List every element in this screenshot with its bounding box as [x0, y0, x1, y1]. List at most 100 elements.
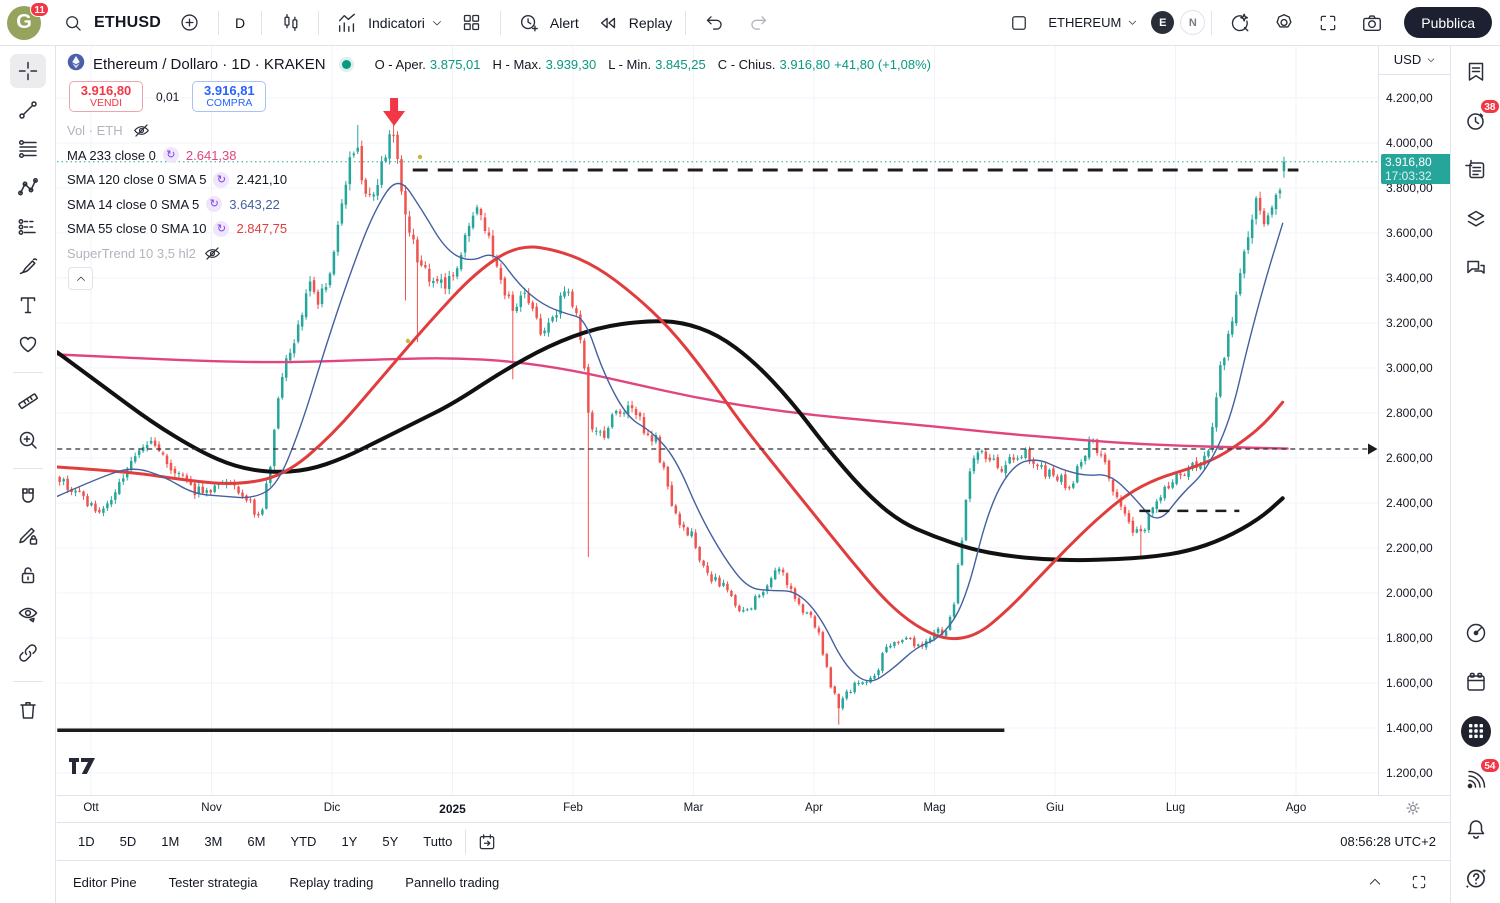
- range-button-ytd[interactable]: YTD: [290, 834, 317, 849]
- price-chart[interactable]: [57, 45, 1378, 795]
- go-to-date-button[interactable]: [472, 827, 502, 857]
- pattern-tool[interactable]: [10, 171, 46, 205]
- brush-tool[interactable]: [10, 249, 46, 283]
- market-status-dot[interactable]: [341, 59, 351, 69]
- drawings[interactable]: [57, 98, 1378, 732]
- tab-editor-pine[interactable]: Editor Pine: [73, 874, 137, 890]
- session-clock[interactable]: 08:56:28 UTC+2: [1340, 834, 1436, 849]
- price-axis[interactable]: USD 4.200,00 4.000,00 3.800,00 3.600,00 3.40…: [1378, 45, 1453, 795]
- chart-legend-title-row[interactable]: Ethereum / Dollaro · 1D · KRAKEN O - Ape…: [67, 53, 931, 75]
- indicator-name: SMA 14 close 0 SMA 5: [67, 196, 200, 212]
- emoji-heart-tool[interactable]: [10, 327, 46, 361]
- hide-drawings-tool[interactable]: [10, 597, 46, 631]
- quick-search-button[interactable]: [1218, 6, 1262, 40]
- indicators-button[interactable]: Indicatori: [325, 6, 450, 40]
- ma-line-sma-120[interactable]: [57, 319, 1285, 563]
- panel-maximize-icon[interactable]: [1404, 867, 1434, 897]
- tab-replay-trading[interactable]: Replay trading: [289, 874, 374, 890]
- alert-button[interactable]: Alert: [507, 6, 586, 40]
- lock-all-drawings-tool[interactable]: [10, 558, 46, 592]
- measure-tool[interactable]: [10, 384, 46, 418]
- range-button-1m[interactable]: 1M: [161, 834, 180, 849]
- candlestick-series[interactable]: [58, 122, 1286, 725]
- remove-drawings-tool[interactable]: [10, 693, 46, 727]
- watchlist-icon[interactable]: [1461, 57, 1491, 87]
- indicator-refresh-icon[interactable]: ↻: [213, 220, 230, 237]
- layout-name-menu[interactable]: ETHEREUM: [1041, 6, 1145, 40]
- range-button-5y[interactable]: 5Y: [382, 834, 399, 849]
- drawing-mode-lock-tool[interactable]: [10, 519, 46, 553]
- streams-count-badge: 54: [1480, 758, 1500, 773]
- fib-retracement-tool[interactable]: [10, 132, 46, 166]
- trend-line-tool[interactable]: [10, 93, 46, 127]
- down-arrow-marker[interactable]: [383, 98, 406, 126]
- zoom-in-tool[interactable]: [10, 423, 46, 457]
- indicator-row[interactable]: SuperTrend 10 3,5 hl2: [67, 245, 222, 262]
- redo-button[interactable]: [736, 6, 780, 40]
- range-button-3m[interactable]: 3M: [204, 834, 223, 849]
- chart-style-button[interactable]: [268, 6, 312, 40]
- range-button-1y[interactable]: 1Y: [341, 834, 358, 849]
- save-layout-checkbox[interactable]: [997, 6, 1041, 40]
- avatar-n[interactable]: N: [1180, 10, 1206, 35]
- calendar-icon[interactable]: [1461, 667, 1491, 697]
- symbol-search-button[interactable]: ETHUSD: [51, 6, 168, 40]
- chart-pane[interactable]: Ethereum / Dollaro · 1D · KRAKEN O - Ape…: [57, 45, 1378, 795]
- indicator-row[interactable]: SMA 55 close 0 SMA 10 ↻ 2.847,75: [67, 220, 287, 237]
- eye-off-icon[interactable]: [132, 121, 151, 140]
- avatar-e[interactable]: E: [1151, 11, 1175, 34]
- crosshair-tool[interactable]: [9, 54, 46, 88]
- legend-collapse-button[interactable]: [68, 267, 93, 290]
- tab-pannello-trading[interactable]: Pannello trading: [405, 874, 500, 890]
- link-tool[interactable]: [10, 636, 46, 670]
- indicator-refresh-icon[interactable]: ↻: [162, 147, 179, 163]
- apps-menu-icon[interactable]: [1460, 715, 1491, 747]
- snapshot-button[interactable]: [1350, 6, 1394, 40]
- fullscreen-button[interactable]: [1306, 6, 1350, 40]
- text-tool[interactable]: [10, 288, 46, 322]
- alerts-panel-icon[interactable]: 38: [1461, 99, 1500, 136]
- notifications-bell-icon[interactable]: [1461, 814, 1491, 844]
- notes-icon[interactable]: [1461, 155, 1491, 185]
- forecast-tool[interactable]: [10, 210, 46, 244]
- volume-legend-row[interactable]: Vol · ETH: [67, 121, 151, 140]
- replay-button[interactable]: Replay: [586, 6, 680, 40]
- range-button-1d[interactable]: 1D: [78, 834, 95, 849]
- indicator-refresh-icon[interactable]: ↻: [206, 196, 223, 212]
- sell-button[interactable]: 3.916,80 VENDI: [69, 81, 143, 112]
- tab-tester-strategia[interactable]: Tester strategia: [168, 874, 258, 890]
- range-button-5d[interactable]: 5D: [119, 834, 137, 849]
- indicator-refresh-icon[interactable]: ↻: [213, 171, 230, 188]
- drawing-anchor-dot[interactable]: [417, 154, 423, 160]
- time-axis[interactable]: Ott Nov Dic 2025 Feb Mar Apr Mag Giu Lug Ago: [57, 795, 1450, 823]
- user-avatar[interactable]: G 11: [7, 1, 49, 40]
- chat-icon[interactable]: [1461, 253, 1491, 283]
- trading-panel-icon[interactable]: [1461, 618, 1491, 648]
- indicators-icon: [332, 8, 362, 38]
- buy-button[interactable]: 3.916,81 COMPRA: [192, 81, 267, 112]
- streams-icon[interactable]: 54: [1461, 758, 1500, 795]
- ma-line-sma-55[interactable]: [57, 245, 1285, 641]
- range-button-tutto[interactable]: Tutto: [423, 834, 453, 849]
- indicator-row[interactable]: SMA 14 close 0 SMA 5 ↻ 3.643,22: [67, 196, 280, 213]
- indicator-row[interactable]: SMA 120 close 0 SMA 5 ↻ 2.421,10: [67, 171, 287, 188]
- timeframe-button[interactable]: D: [234, 14, 246, 31]
- undo-button[interactable]: [692, 6, 736, 40]
- compare-add-button[interactable]: [168, 6, 212, 40]
- panel-expand-chevron-icon[interactable]: [1360, 867, 1390, 897]
- tradingview-watermark[interactable]: [68, 756, 106, 787]
- indicator-row[interactable]: MA 233 close 0 ↻ 2.641,38: [67, 147, 237, 164]
- magnet-tool[interactable]: [10, 480, 46, 514]
- currency-selector[interactable]: USD: [1379, 45, 1451, 75]
- layout-grid-button[interactable]: [450, 6, 494, 40]
- publish-button[interactable]: Pubblica: [1404, 7, 1492, 38]
- ma-line-sma-14[interactable]: [57, 182, 1284, 682]
- object-tree-icon[interactable]: [1461, 204, 1491, 234]
- help-icon[interactable]: [1461, 863, 1491, 893]
- drawing-anchor-dot[interactable]: [405, 338, 411, 344]
- ma-line-ma-233[interactable]: [57, 353, 1289, 450]
- range-button-6m[interactable]: 6M: [247, 834, 266, 849]
- axis-settings-gear-icon[interactable]: [1404, 799, 1422, 817]
- eye-off-icon[interactable]: [203, 244, 222, 263]
- settings-button[interactable]: [1262, 6, 1306, 40]
